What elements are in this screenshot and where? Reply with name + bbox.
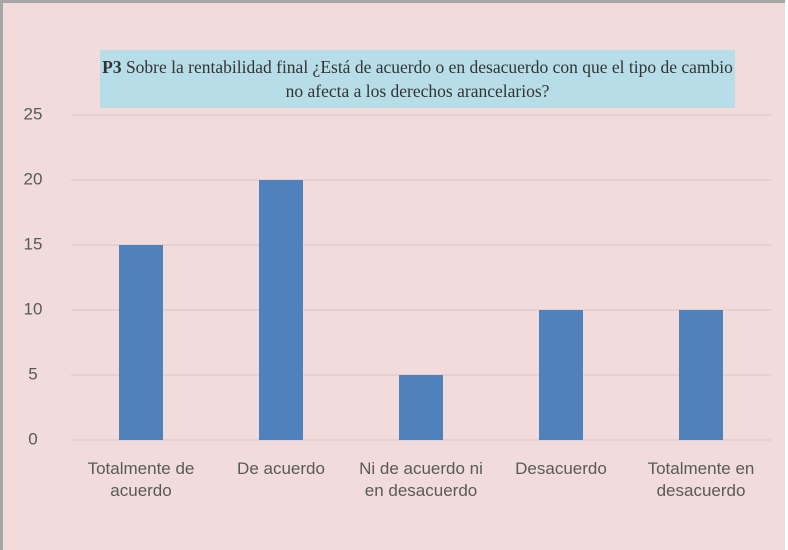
x-tick-label: Totalmente en desacuerdo [647,459,755,500]
y-tick-label: 5 [28,364,37,383]
y-tick-label: 10 [24,299,43,318]
y-tick-label: 15 [24,234,43,253]
x-tick-label: De acuerdo [237,459,325,478]
title-text: Sobre la rentabilidad final ¿Está de acu… [125,57,733,101]
bar [399,375,443,440]
bar [119,245,163,440]
bar [679,310,723,440]
bar [539,310,583,440]
title-bold: P3 [102,57,122,77]
bar [259,180,303,440]
y-tick-label: 25 [24,104,43,123]
y-tick-label: 20 [24,169,43,188]
x-tick-label: Ni de acuerdo ni en desacuerdo [359,459,483,500]
y-tick-label: 0 [28,429,37,448]
x-tick-label: Totalmente de acuerdo [87,459,195,500]
chart-title: P3 Sobre la rentabilidad final ¿Está de … [100,50,735,108]
chart: 0 5 10 15 20 25 [24,104,771,448]
x-tick-label: Desacuerdo [515,459,607,478]
